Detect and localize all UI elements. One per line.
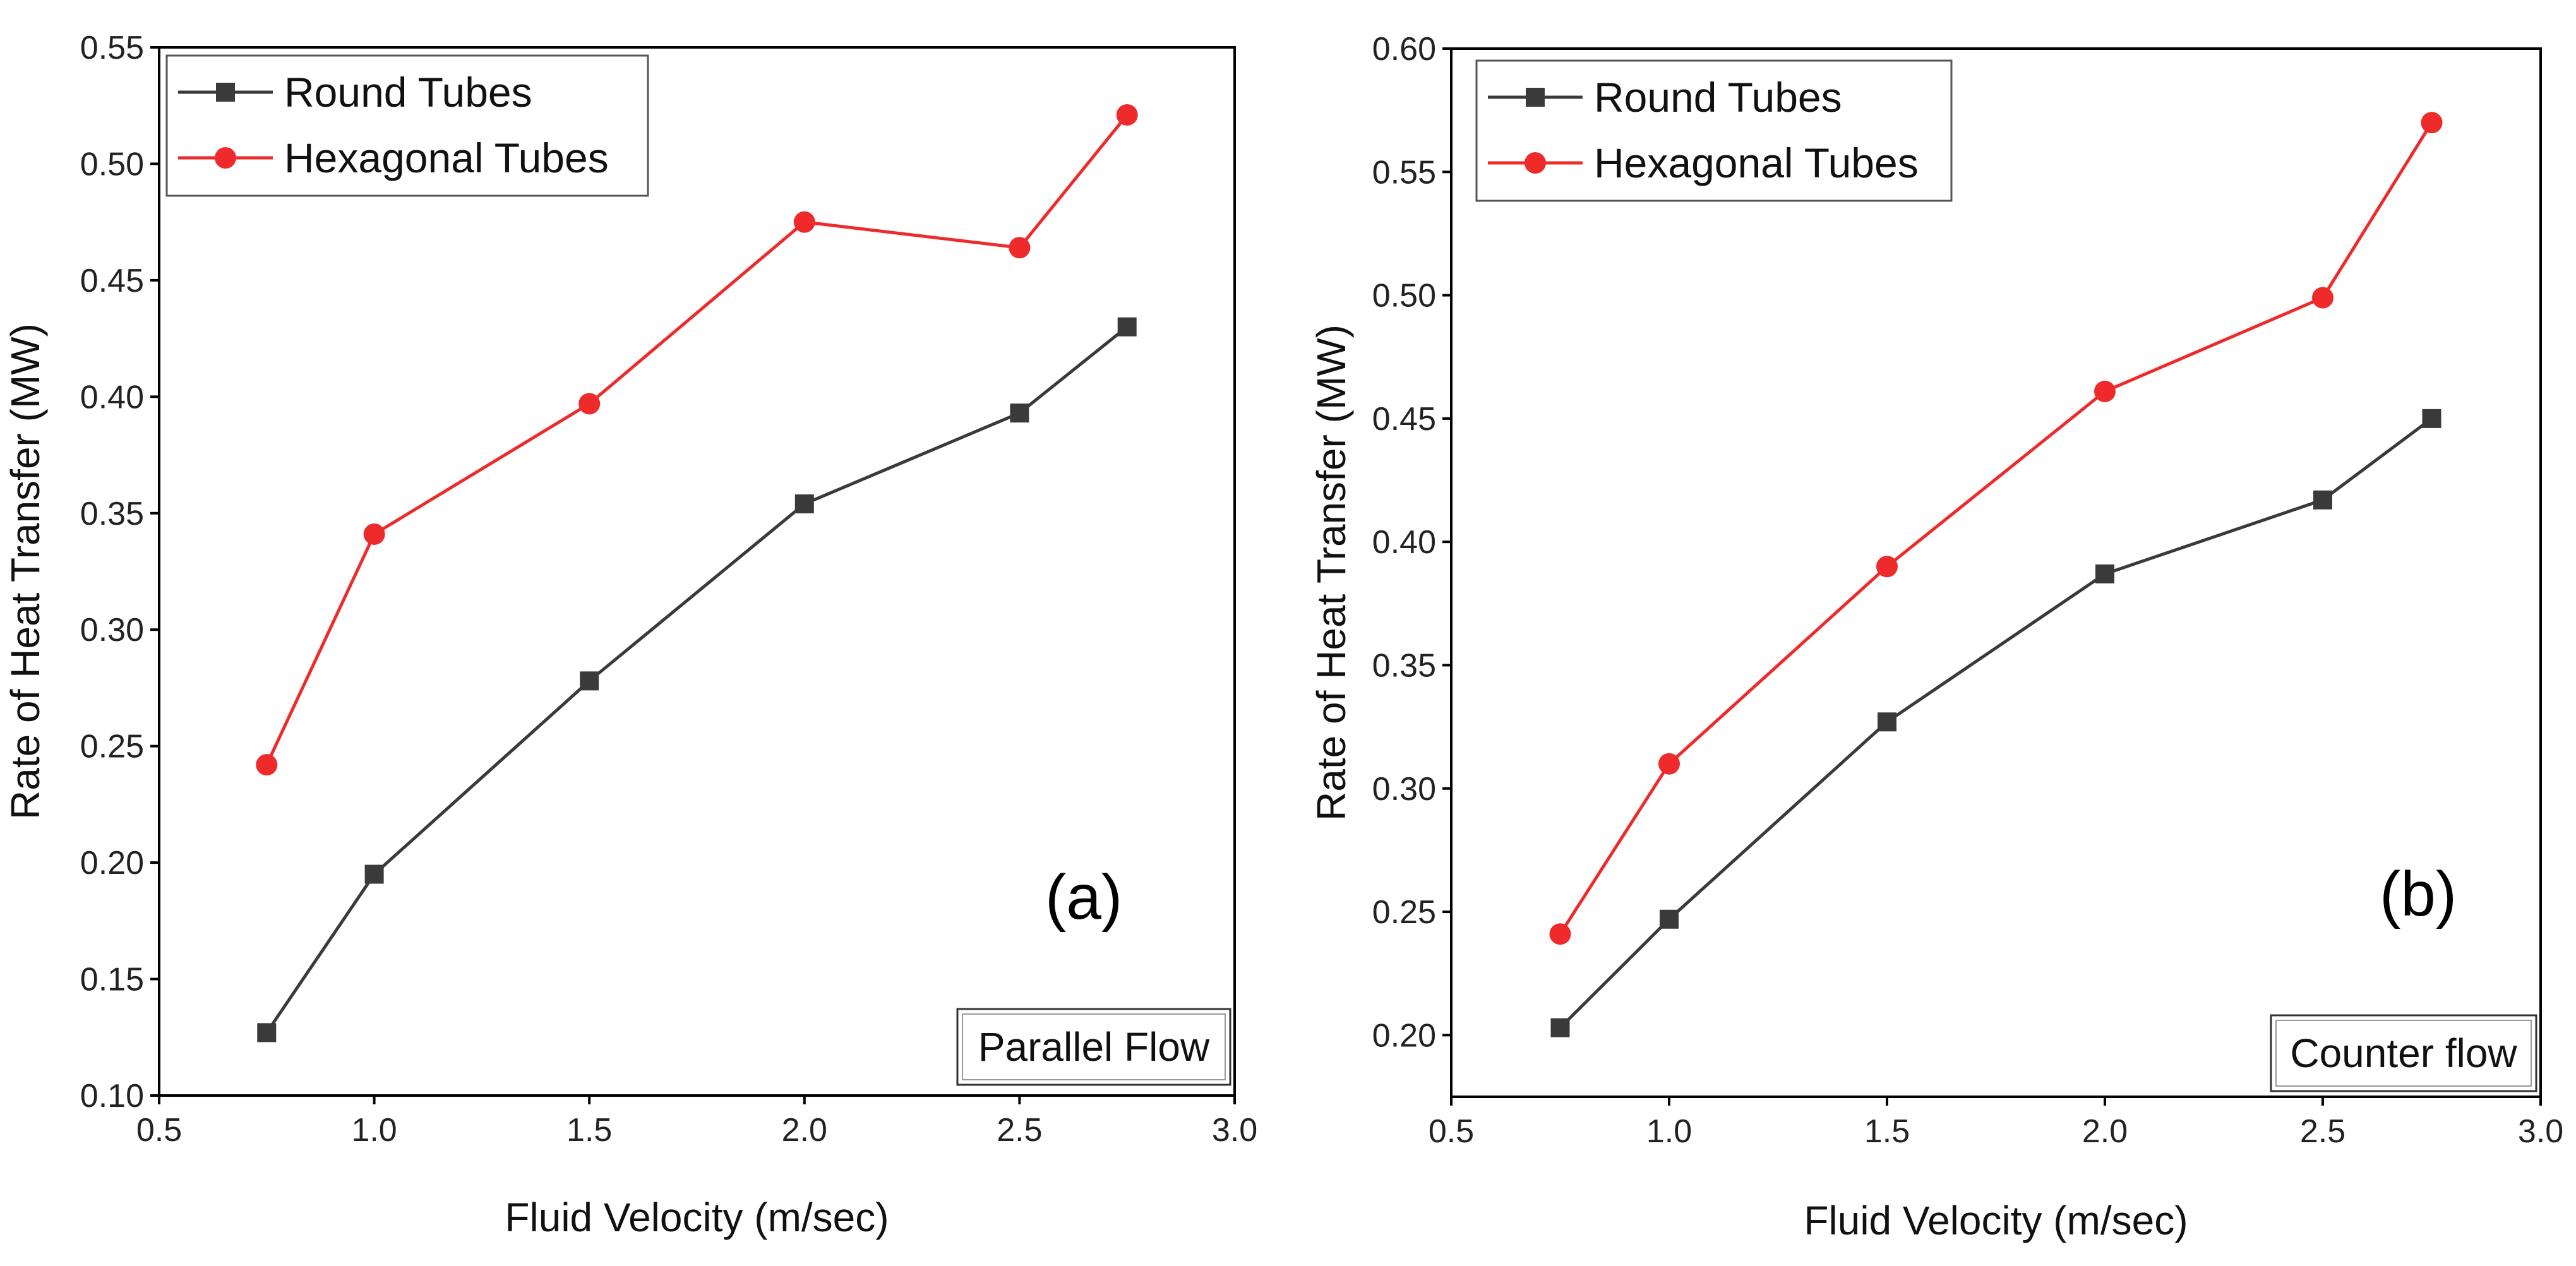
x-tick-label: 1.5 — [566, 1112, 612, 1149]
y-tick-label: 0.20 — [80, 845, 144, 881]
legend-marker-hexagonal-tubes — [1525, 152, 1546, 174]
legend — [165, 54, 649, 197]
data-point-hexagonal-tubes — [2421, 112, 2443, 134]
data-point-hexagonal-tubes — [1009, 237, 1031, 259]
y-tick-label: 0.40 — [80, 379, 144, 415]
chart-panel-a: 0.5 1.0 1.5 2.0 2.5 3.0 0.10 0.15 0.20 0.25 0.30 0.… — [3, 30, 1257, 1240]
x-tick-label: 3.0 — [2518, 1113, 2563, 1150]
y-tick-label: 0.40 — [1372, 524, 1436, 561]
legend-marker-round-tubes — [216, 83, 235, 102]
legend-marker-round-tubes — [1526, 88, 1545, 107]
data-point-hexagonal-tubes — [578, 393, 601, 415]
y-axis-title: Rate of Heat Transfer (MW) — [3, 323, 48, 820]
x-tick-label: 1.0 — [351, 1112, 397, 1149]
panel-label: (b) — [2380, 859, 2457, 929]
data-point-hexagonal-tubes — [1658, 753, 1680, 775]
x-axis-title: Fluid Velocity (m/sec) — [1804, 1198, 2188, 1243]
y-tick-label: 0.55 — [80, 30, 144, 66]
data-point-hexagonal-tubes — [2094, 380, 2116, 402]
legend-label-round-tubes: Round Tubes — [1594, 74, 1842, 121]
plot-area — [158, 46, 1236, 1097]
flow-label-box — [956, 1008, 1231, 1086]
data-point-round-tubes — [2422, 409, 2441, 428]
data-point-round-tubes — [794, 494, 814, 514]
x-tick-label: 1.0 — [1646, 1113, 1692, 1150]
x-tick-label: 0.5 — [1429, 1113, 1474, 1150]
legend-label-hexagonal-tubes: Hexagonal Tubes — [1594, 140, 1919, 186]
flow-label-box — [2270, 1014, 2537, 1092]
y-tick-label: 0.60 — [1372, 31, 1436, 68]
y-tick-label: 0.35 — [1372, 647, 1436, 684]
flow-label-inner-border — [962, 1013, 1226, 1080]
data-point-hexagonal-tubes — [363, 523, 385, 545]
y-tick-label: 0.25 — [80, 729, 144, 765]
data-point-hexagonal-tubes — [1549, 923, 1571, 945]
legend-label-round-tubes: Round Tubes — [284, 69, 532, 116]
x-tick-label: 2.0 — [782, 1112, 827, 1149]
y-tick-label: 0.35 — [80, 496, 144, 532]
data-point-round-tubes — [2095, 564, 2114, 583]
legend — [1475, 59, 1953, 202]
plot-area — [1450, 47, 2542, 1098]
y-tick-label: 0.45 — [80, 263, 144, 299]
series-line-round-tubes — [265, 325, 1129, 1034]
flow-label: Parallel Flow — [978, 1024, 1210, 1070]
y-tick-label: 0.10 — [80, 1078, 144, 1114]
y-tick-label: 0.50 — [1372, 278, 1436, 314]
y-tick-label: 0.20 — [1372, 1017, 1436, 1054]
x-tick-label: 3.0 — [1212, 1112, 1257, 1149]
series-line-hexagonal-tubes — [265, 114, 1129, 766]
data-point-round-tubes — [1117, 317, 1137, 337]
x-tick-label: 0.5 — [136, 1112, 182, 1149]
y-tick-label: 0.30 — [80, 612, 144, 648]
flow-label: Counter flow — [2290, 1030, 2517, 1076]
x-tick-label: 2.5 — [997, 1112, 1042, 1149]
data-point-round-tubes — [1878, 712, 1896, 732]
data-point-hexagonal-tubes — [1876, 556, 1898, 578]
data-point-round-tubes — [1550, 1018, 1570, 1037]
data-point-round-tubes — [2313, 490, 2332, 510]
data-point-round-tubes — [1660, 909, 1679, 929]
data-point-round-tubes — [257, 1023, 277, 1042]
y-tick-label: 0.15 — [80, 962, 144, 998]
y-tick-label: 0.25 — [1372, 894, 1436, 931]
data-point-round-tubes — [580, 671, 599, 691]
series-line-round-tubes — [1559, 417, 2433, 1029]
data-point-hexagonal-tubes — [1116, 104, 1138, 126]
panel-label: (a) — [1045, 862, 1122, 933]
data-point-hexagonal-tubes — [2312, 287, 2333, 309]
legend-marker-hexagonal-tubes — [215, 147, 236, 169]
y-tick-label: 0.45 — [1372, 401, 1436, 438]
chart-panel-b: 0.5 1.0 1.5 2.0 2.5 3.0 0.20 0.25 0.30 0.35 0.40 0.… — [1309, 31, 2563, 1243]
y-tick-label: 0.55 — [1372, 154, 1436, 191]
data-point-round-tubes — [364, 864, 384, 884]
x-axis-title: Fluid Velocity (m/sec) — [505, 1195, 889, 1240]
y-tick-label: 0.30 — [1372, 771, 1436, 808]
x-tick-label: 1.5 — [1864, 1113, 1910, 1150]
x-tick-label: 2.5 — [2300, 1113, 2345, 1150]
x-tick-label: 2.0 — [2082, 1113, 2128, 1150]
series-line-hexagonal-tubes — [1559, 121, 2433, 935]
y-axis-title: Rate of Heat Transfer (MW) — [1309, 325, 1354, 821]
data-point-round-tubes — [1010, 403, 1029, 423]
legend-label-hexagonal-tubes: Hexagonal Tubes — [284, 134, 609, 181]
flow-label-inner-border — [2275, 1020, 2532, 1087]
y-tick-label: 0.50 — [80, 146, 144, 182]
data-point-hexagonal-tubes — [793, 211, 815, 233]
data-point-hexagonal-tubes — [256, 754, 278, 776]
